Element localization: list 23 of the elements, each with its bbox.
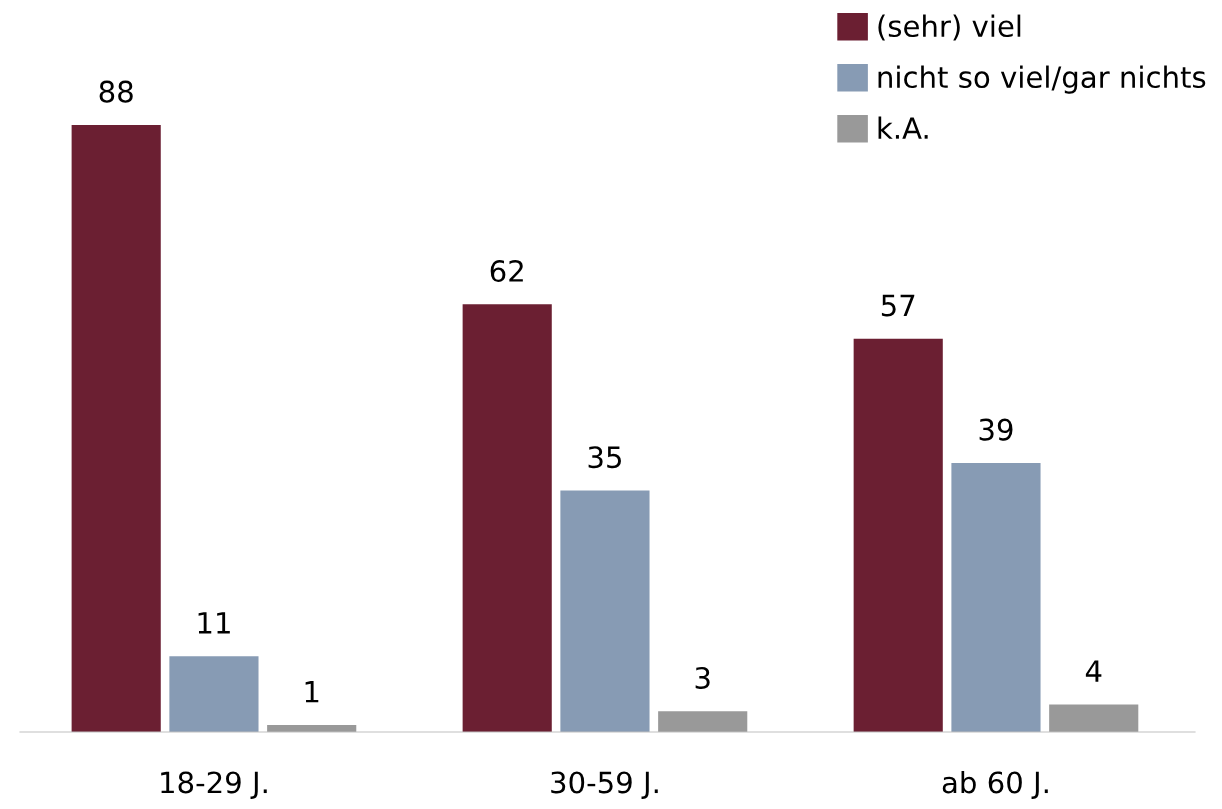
bar — [71, 125, 161, 732]
data-label: 3 — [695, 666, 710, 689]
data-label: 1 — [305, 681, 319, 703]
data-label: 35 — [588, 446, 621, 469]
data-label: 39 — [979, 418, 1013, 441]
bar — [462, 304, 552, 732]
bar — [658, 711, 748, 732]
data-label: 62 — [490, 259, 523, 283]
data-label: 88 — [99, 80, 133, 103]
legend-label: (sehr) viel — [878, 14, 1021, 41]
bar — [1049, 704, 1139, 732]
bar — [951, 462, 1041, 732]
x-tick-label: 18-29 J. — [161, 771, 267, 799]
bar — [169, 656, 259, 732]
legend-label: nicht so viel/gar nichts — [878, 65, 1206, 94]
x-tick-label: ab 60 J. — [942, 770, 1048, 799]
data-label: 57 — [881, 294, 915, 317]
data-label: 11 — [198, 612, 230, 634]
bar — [560, 490, 650, 732]
data-label: 4 — [1085, 660, 1102, 682]
legend-label: k.A. — [878, 116, 928, 139]
x-tick-label: 30-59 J. — [551, 771, 658, 799]
bar — [853, 338, 943, 732]
